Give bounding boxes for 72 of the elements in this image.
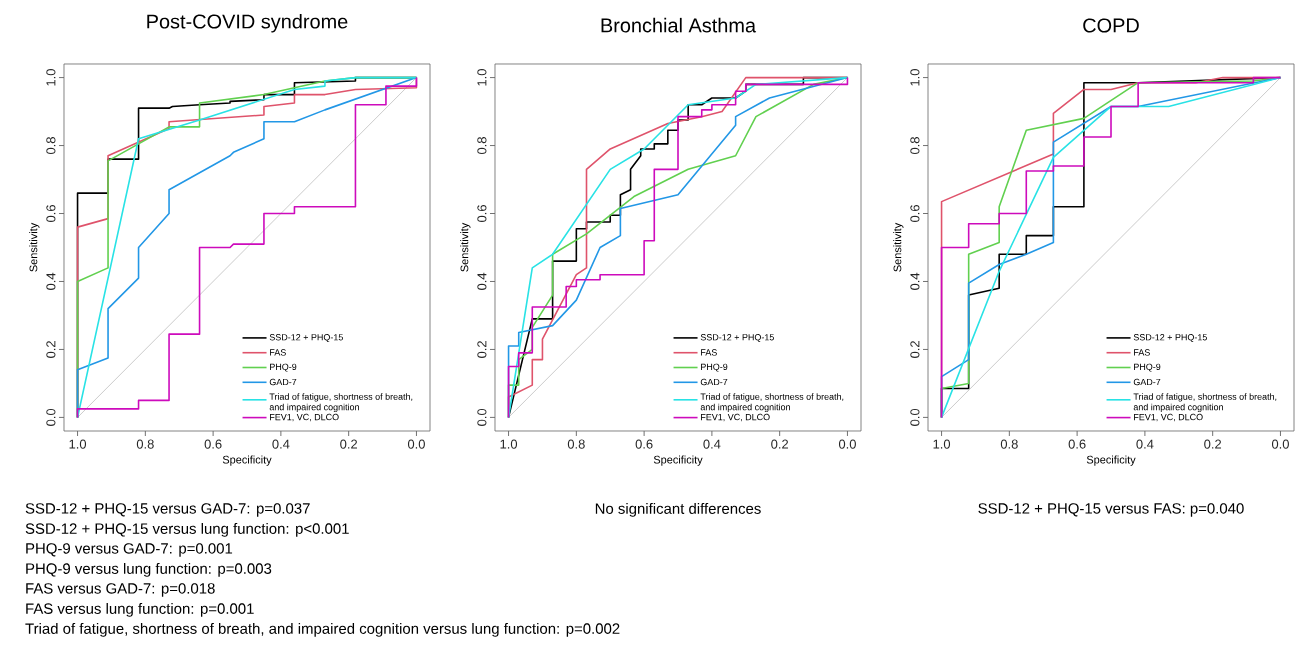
legend-label: FAS <box>1134 349 1150 356</box>
x-tick-label: 0.8 <box>1000 439 1018 449</box>
legend-label: SSD-12 + PHQ-15 <box>700 334 774 342</box>
y-tick-label: 1.0 <box>477 69 487 86</box>
y-tick-label: 0.0 <box>46 408 56 426</box>
y-axis-title: Sensitivity <box>893 222 904 272</box>
text: FAS versus GAD-7: p=0.018 <box>26 583 215 597</box>
x-tick-label: 1.0 <box>933 439 951 449</box>
legend-label: PHQ-9 <box>1134 363 1161 372</box>
y-tick-label: 0.2 <box>477 341 487 358</box>
x-tick-label: 0.8 <box>567 439 585 449</box>
y-tick-label: 0.2 <box>910 341 920 358</box>
y-tick-label: 0.6 <box>477 205 487 223</box>
legend-label: PHQ-9 <box>270 363 297 372</box>
text: PHQ-9 versus lung function: p=0.003 <box>26 562 272 577</box>
text: SSD-12 + PHQ-15 versus GAD-7: p=0.037 <box>25 503 310 517</box>
y-tick-label: 1.0 <box>46 69 56 86</box>
y-tick-label: 0.4 <box>910 272 920 290</box>
text: SSD-12 + PHQ-15 versus FAS: p=0.040 <box>978 503 1244 517</box>
y-tick-label: 0.8 <box>46 137 56 155</box>
x-axis-title: Specificity <box>653 455 703 466</box>
y-tick-label: 0.4 <box>46 272 56 290</box>
legend-label: Triad of fatigue, shortness of breath, and impaired cognition <box>700 393 844 413</box>
x-tick-label: 0.4 <box>1136 439 1154 449</box>
legend-label: SSD-12 + PHQ-15 <box>269 334 343 342</box>
chart-title: COPD <box>1083 18 1139 33</box>
y-tick-label: 0.2 <box>46 341 56 358</box>
x-tick-label: 1.0 <box>69 439 87 449</box>
y-tick-label: 0.8 <box>910 137 920 155</box>
legend-label: FEV1, VC, DLCO <box>1134 413 1203 422</box>
y-tick-label: 0.0 <box>477 408 487 426</box>
x-tick-label: 0.6 <box>204 439 222 449</box>
legend-label: GAD-7 <box>269 378 297 386</box>
legend-label: Triad of fatigue, shortness of breath, and impaired cognition <box>269 393 413 413</box>
y-tick-label: 1.0 <box>910 69 920 86</box>
y-tick-label: 0.0 <box>910 408 920 426</box>
legend-label: GAD-7 <box>700 378 728 386</box>
y-tick-label: 0.6 <box>46 205 56 223</box>
legend-label: FAS <box>701 349 717 356</box>
x-tick-label: 0.2 <box>771 439 789 449</box>
legend-label: Triad of fatigue, shortness of breath, and impaired cognition <box>1133 393 1277 413</box>
y-tick-label: 0.8 <box>477 137 487 155</box>
legend-label: FEV1, VC, DLCO <box>270 413 339 422</box>
y-axis-title: Sensitivity <box>460 222 471 272</box>
x-tick-label: 0.0 <box>838 439 856 449</box>
text: SSD-12 + PHQ-15 versus lung function: p<0.001 <box>25 522 349 537</box>
x-axis-title: Specificity <box>1086 455 1136 466</box>
legend-label: GAD-7 <box>1133 378 1161 386</box>
x-tick-label: 0.6 <box>635 439 653 449</box>
y-axis-title: Sensitivity <box>29 222 40 272</box>
legend-label: PHQ-9 <box>701 363 728 372</box>
y-tick-label: 0.4 <box>477 272 487 290</box>
chart-title: Post-COVID syndrome <box>147 13 348 33</box>
legend-label: FAS <box>270 349 286 356</box>
legend-label: SSD-12 + PHQ-15 <box>1133 334 1207 342</box>
text: PHQ-9 versus GAD-7: p=0.001 <box>26 543 233 557</box>
x-tick-label: 0.4 <box>703 439 721 449</box>
text: No significant differences <box>595 502 761 517</box>
text: Triad of fatigue, shortness of breath, and impaired cognition versus lung function: p=0.002 <box>25 622 620 637</box>
x-tick-label: 0.4 <box>272 439 290 449</box>
x-tick-label: 0.6 <box>1068 439 1086 449</box>
x-tick-label: 1.0 <box>500 439 518 449</box>
x-axis-title: Specificity <box>222 455 272 466</box>
text: FAS versus lung function: p=0.001 <box>26 602 254 617</box>
legend-label: FEV1, VC, DLCO <box>701 413 770 422</box>
x-tick-label: 0.8 <box>136 439 154 449</box>
x-tick-label: 0.2 <box>340 439 358 449</box>
x-tick-label: 0.0 <box>1271 439 1289 449</box>
chart-title: Bronchial Asthma <box>601 17 757 33</box>
x-tick-label: 0.2 <box>1204 439 1222 449</box>
x-tick-label: 0.0 <box>407 439 425 449</box>
y-tick-label: 0.6 <box>910 205 920 223</box>
